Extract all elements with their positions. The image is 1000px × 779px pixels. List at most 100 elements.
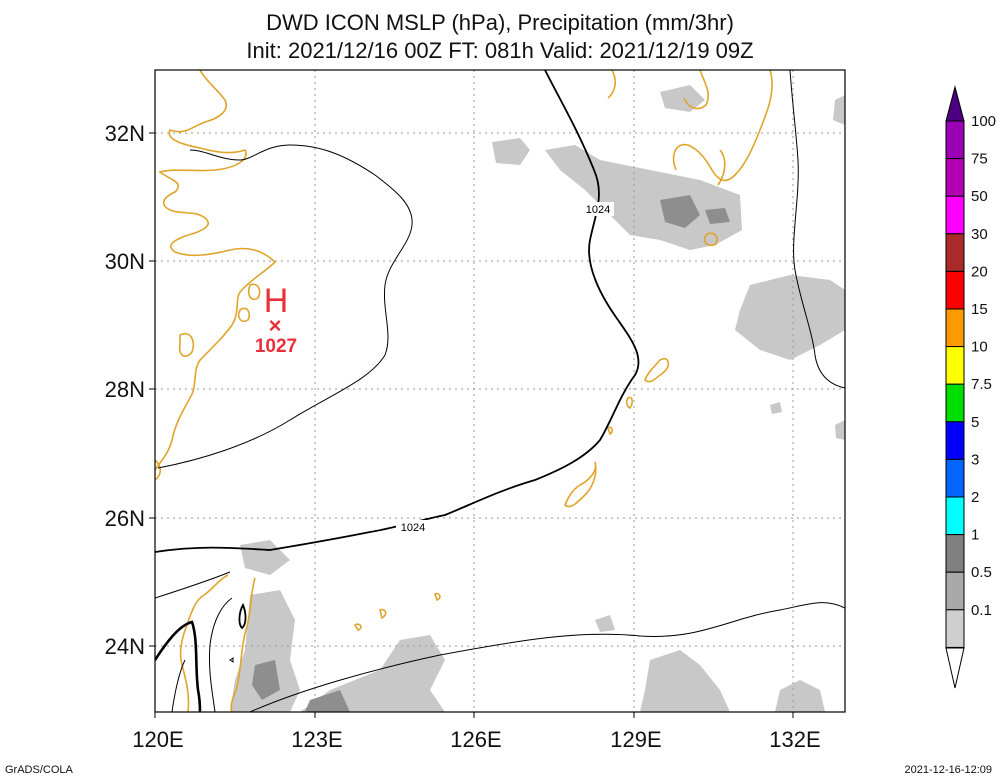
map-frame (154, 69, 846, 713)
lat-tick-label: 30N (105, 249, 145, 274)
colorbar-label: 15 (971, 301, 988, 318)
lon-tick-label: 126E (450, 727, 501, 752)
precip-patch (640, 650, 730, 712)
colorbar-segment (945, 383, 965, 423)
precip-patch (833, 95, 845, 125)
colorbar-segment (945, 120, 965, 160)
precip-patch (705, 208, 730, 224)
precip-patch (595, 615, 615, 632)
colorbar-segment (945, 346, 965, 385)
precip-patch (305, 690, 350, 712)
coastline (607, 70, 617, 99)
colorbar-segment (945, 458, 965, 498)
colorbar-segment (945, 233, 965, 272)
coastline (247, 283, 261, 301)
isobar (171, 659, 186, 712)
colorbar-label: 0.5 (971, 564, 992, 581)
precip-patch (775, 680, 825, 712)
colorbar-segment (945, 308, 965, 348)
colorbar-segment (945, 195, 965, 235)
lat-tick-label: 24N (105, 634, 145, 659)
lon-tick-label: 123E (291, 727, 342, 752)
coastline (237, 307, 251, 323)
isobar-label: 1024 (586, 204, 610, 216)
coastline (230, 577, 256, 712)
coastline (155, 459, 162, 481)
coastline-layer (155, 70, 773, 712)
lat-tick-label: 32N (105, 121, 145, 146)
colorbar-bottom-arrow (945, 647, 965, 689)
lat-tick-label: 28N (105, 377, 145, 402)
isobar-label-bg (396, 520, 430, 534)
colorbar-label: 75 (971, 151, 988, 168)
lon-tick-label: 129E (610, 727, 661, 752)
colorbar-label: 2 (971, 489, 979, 506)
precip-patch (835, 420, 845, 440)
colorbar-segment (945, 571, 965, 611)
colorbar-label: 7.5 (971, 376, 992, 393)
isobar (155, 571, 231, 599)
coastline (607, 426, 613, 436)
colorbar-label: 100 (971, 113, 996, 130)
colorbar-segment (945, 609, 965, 648)
isobar-1020 (249, 602, 845, 712)
precip-patch (230, 590, 300, 712)
footer-credit: GrADS/COLA (5, 764, 73, 776)
colorbar-label: 3 (971, 451, 979, 468)
precipitation-layer-dark (252, 195, 730, 712)
colorbar-label: 30 (971, 226, 988, 243)
lon-tick-label: 132E (769, 727, 820, 752)
coastline (353, 623, 362, 631)
coastline (178, 333, 195, 357)
precip-patch (252, 660, 280, 700)
coastline (155, 70, 277, 471)
isobar-label-bg (582, 202, 614, 216)
colorbar-segment (945, 496, 965, 536)
colorbar-label: 1 (971, 527, 979, 544)
lat-tick-label: 26N (105, 506, 145, 531)
coastline (179, 574, 229, 712)
high-pressure-symbol: H (264, 282, 289, 320)
precip-patch (735, 275, 845, 360)
colorbar-segment (945, 421, 965, 460)
isobar-1016 (155, 620, 202, 712)
colorbar-label: 0.1 (971, 602, 992, 619)
isobar (229, 657, 234, 663)
footer-timestamp: 2021-12-16-12:09 (904, 764, 992, 776)
isobar-label: 1024 (401, 522, 425, 534)
colorbar-label: 10 (971, 339, 988, 356)
colorbar-label: 20 (971, 263, 988, 280)
colorbar-label: 50 (971, 188, 988, 205)
chart-subtitle: Init: 2021/12/16 00Z FT: 081h Valid: 202… (246, 38, 754, 63)
coastline (564, 461, 597, 508)
precip-patch (660, 195, 700, 228)
coastline (434, 592, 441, 602)
precip-patch (770, 402, 782, 414)
colorbar-top-arrow (945, 85, 965, 122)
isobar-1026 (157, 144, 413, 469)
coastline (703, 232, 718, 247)
precip-patch (660, 85, 705, 112)
precip-patch (492, 138, 530, 165)
isobar-1022 (789, 70, 845, 389)
coastline (644, 357, 670, 383)
lon-tick-label: 120E (132, 727, 183, 752)
coastline (379, 608, 387, 620)
chart-title: DWD ICON MSLP (hPa), Precipitation (mm/3… (266, 10, 734, 35)
isobar (208, 597, 233, 712)
colorbar: 100 75 50 30 20 15 10 7.5 5 3 2 1 0.5 0.1 (945, 85, 996, 689)
coastline (683, 70, 709, 110)
colorbar-segment (945, 158, 965, 197)
coastline (625, 396, 633, 410)
coastline (717, 149, 726, 186)
high-pressure-value: 1027 (255, 336, 297, 357)
colorbar-segment (945, 534, 965, 573)
colorbar-segment (945, 270, 965, 310)
high-pressure-marker: × (269, 313, 282, 338)
grid-lines (155, 70, 845, 712)
coastline (672, 70, 773, 182)
axis-ticks (149, 132, 794, 718)
colorbar-label: 5 (971, 414, 979, 431)
isobar (238, 602, 247, 630)
